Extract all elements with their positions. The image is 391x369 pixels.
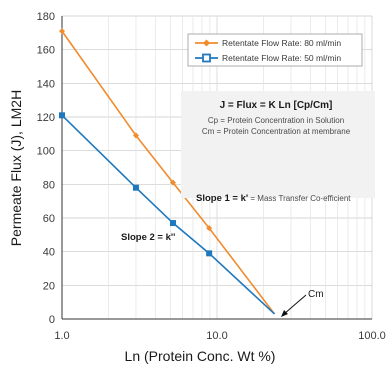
x-tick-labels: 1.0 10.0 100.0 [54, 330, 385, 342]
series-0-point [59, 28, 65, 35]
series-1-point [169, 220, 176, 227]
legend-label-80: Retentate Flow Rate: 80 ml/min [222, 38, 341, 48]
y-tick-label: 60 [43, 213, 55, 225]
series-1-point [59, 112, 65, 119]
y-tick-labels: 0 20 40 60 80 100 120 140 160 180 [37, 11, 55, 326]
x-tick-label: 100.0 [358, 330, 386, 342]
y-tick-label: 100 [37, 146, 55, 158]
slope-1-label: Slope 1 = k' = Mass Transfer Co-efficien… [196, 193, 351, 204]
y-tick-label: 120 [37, 112, 55, 124]
legend-marker-50 [202, 53, 211, 63]
y-tick-label: 80 [43, 179, 55, 191]
y-tick-label: 40 [43, 247, 55, 259]
series-layer [59, 28, 276, 315]
y-tick-label: 140 [37, 78, 55, 90]
x-axis-title: Ln (Protein Conc. Wt %) [125, 348, 276, 364]
cm-definition: Cm = Protein Concentration at membrane [202, 127, 351, 136]
equation-box [181, 91, 375, 198]
equation-text: J = Flux = K Ln [Cp/Cm] [220, 100, 333, 111]
axes [61, 16, 372, 320]
y-tick-label: 20 [43, 280, 55, 292]
legend: Retentate Flow Rate: 80 ml/min Retentate… [187, 33, 363, 67]
legend-label-50: Retentate Flow Rate: 50 ml/min [222, 53, 341, 63]
series-0-point [206, 225, 213, 232]
series-1-point [206, 250, 213, 257]
series-0-point [132, 132, 139, 139]
series-0-point [169, 179, 176, 186]
slope-1-bold: Slope 1 = k' [196, 193, 248, 204]
cm-label: Cm [308, 289, 324, 300]
legend-box [187, 33, 363, 67]
cm-arrowhead [281, 310, 288, 317]
slope-2-label: Slope 2 = k'' [121, 232, 175, 243]
cm-arrow [283, 294, 307, 315]
slope-1-rest: = Mass Transfer Co-efficient [248, 194, 351, 203]
y-tick-label: 0 [49, 314, 55, 326]
y-tick-label: 180 [37, 11, 55, 23]
y-tick-label: 160 [37, 45, 55, 57]
cp-definition: Cp = Protein Concentration in Solution [208, 116, 344, 125]
legend-marker-80 [203, 39, 210, 47]
x-tick-label: 10.0 [206, 330, 227, 342]
series-1-point [132, 184, 139, 191]
x-tick-label: 1.0 [54, 330, 69, 342]
y-axis-title: Permeate Flux (J), LM2H [8, 90, 24, 246]
